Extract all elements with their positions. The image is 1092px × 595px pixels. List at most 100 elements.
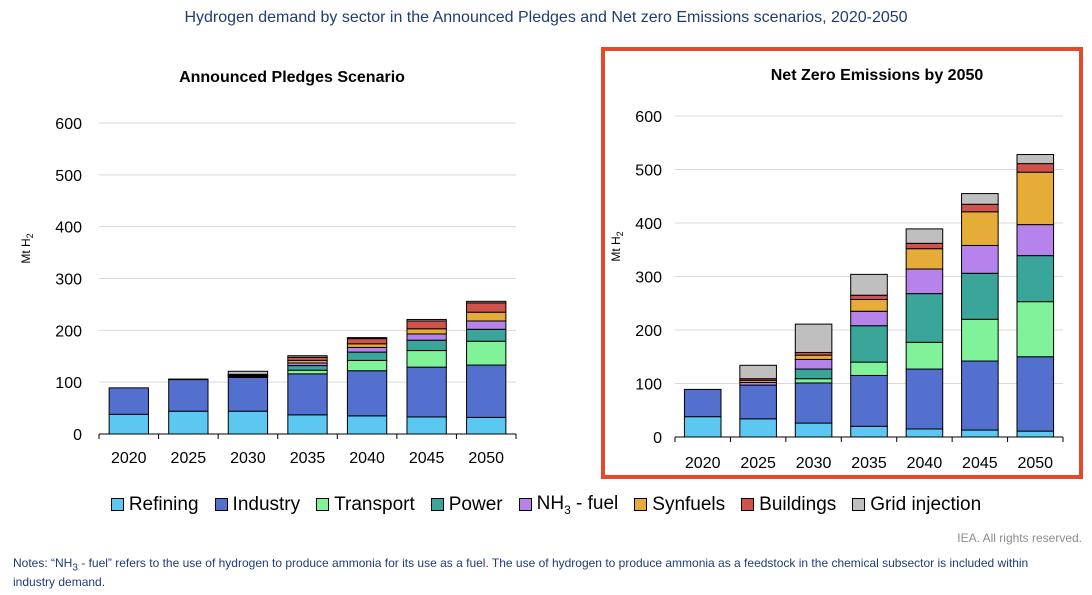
bar-synfuels-2045 xyxy=(961,211,999,246)
legend-item-nh3-fuel: NH3 - fuel xyxy=(518,493,619,517)
bar-nh3-fuel-2050 xyxy=(1016,224,1055,257)
y-tick-label: 100 xyxy=(55,375,82,392)
bar-grid-injection-2050 xyxy=(466,300,507,304)
bar-buildings-2050 xyxy=(1016,163,1055,173)
y-tick-label: 300 xyxy=(55,272,82,289)
bar-buildings-2045 xyxy=(961,203,999,213)
bar-power-2050 xyxy=(466,328,507,342)
bar-transport-2040 xyxy=(905,341,944,370)
x-tick-label: 2020 xyxy=(111,450,147,467)
bar-buildings-2045 xyxy=(406,320,447,330)
bar-power-2035 xyxy=(850,325,888,363)
bar-industry-2045 xyxy=(406,366,447,418)
legend: Refining Industry Transport Power NH3 - fuel… xyxy=(0,493,1092,517)
legend-label: Synfuels xyxy=(652,493,726,515)
legend-item-transport: Transport xyxy=(316,493,415,517)
bar-synfuels-2050 xyxy=(466,311,507,322)
y-axis-label: Mt H2 xyxy=(19,233,35,263)
bar-refining-2020 xyxy=(683,416,722,438)
bar-refining-2050 xyxy=(1016,430,1055,438)
y-tick-label: 0 xyxy=(653,430,662,447)
bar-industry-2035 xyxy=(850,374,888,427)
bar-grid-injection-2040 xyxy=(346,337,388,340)
bar-power-2030 xyxy=(794,368,833,380)
bar-power-2045 xyxy=(961,272,999,320)
legend-label: Industry xyxy=(232,493,301,515)
x-tick-label: 2040 xyxy=(907,455,943,472)
bar-industry-2020 xyxy=(108,387,149,415)
panel-title: Announced Pledges Scenario xyxy=(179,69,405,86)
bar-power-2050 xyxy=(1016,255,1055,303)
panel-net-zero-emissions-by-2050: Net Zero Emissions by 2050 Mt H2 0 100 200 30… xyxy=(601,47,1083,479)
bar-industry-2030 xyxy=(794,382,833,424)
bar-refining-2045 xyxy=(406,416,447,435)
y-tick-label: 400 xyxy=(635,216,662,233)
bar-transport-2035 xyxy=(287,369,328,375)
bar-transport-2040 xyxy=(346,359,388,372)
bar-synfuels-2035 xyxy=(850,299,888,312)
bar-synfuels-2040 xyxy=(346,343,388,348)
bar-refining-2045 xyxy=(961,429,999,438)
y-tick-label: 300 xyxy=(635,270,662,287)
bar-refining-2035 xyxy=(850,425,888,438)
bar-industry-2035 xyxy=(287,373,328,416)
legend-swatch xyxy=(110,498,124,512)
bar-refining-2030 xyxy=(794,422,833,438)
y-tick-label: 600 xyxy=(635,109,662,126)
bar-power-2040 xyxy=(905,293,944,343)
bar-transport-2030 xyxy=(794,378,833,384)
bar-refining-2050 xyxy=(466,416,507,435)
bar-industry-2030 xyxy=(227,377,269,412)
bar-grid-injection-2030 xyxy=(227,370,269,375)
bar-transport-2035 xyxy=(850,361,888,376)
bar-refining-2025 xyxy=(739,418,777,438)
bar-grid-injection-2025 xyxy=(168,378,209,381)
x-tick-label: 2035 xyxy=(290,450,326,467)
x-tick-label: 2040 xyxy=(349,450,385,467)
bar-nh3-fuel-2040 xyxy=(905,268,944,295)
legend-label: Refining xyxy=(128,493,199,515)
bar-transport-2050 xyxy=(1016,301,1055,358)
bar-nh3-fuel-2035 xyxy=(850,310,888,327)
notes-suffix: - fuel” refers to the use of hydrogen to… xyxy=(13,556,1029,590)
bar-buildings-2050 xyxy=(466,302,507,313)
bar-nh3-fuel-2050 xyxy=(466,320,507,330)
bar-synfuels-2030 xyxy=(794,354,833,360)
bar-nh3-fuel-2040 xyxy=(346,346,388,353)
bar-buildings-2035 xyxy=(850,294,888,301)
bar-refining-2020 xyxy=(108,413,149,435)
y-tick-label: 100 xyxy=(635,377,662,394)
legend-label: Buildings xyxy=(759,493,837,515)
bar-transport-2045 xyxy=(406,350,447,368)
bar-synfuels-2040 xyxy=(905,248,944,270)
panel-title: Net Zero Emissions by 2050 xyxy=(771,67,984,84)
legend-item-power: Power xyxy=(430,493,503,517)
legend-label: NH3 - fuel xyxy=(536,493,619,517)
y-axis-label: Mt H2 xyxy=(609,231,625,261)
legend-swatch xyxy=(634,498,648,512)
y-tick-label: 600 xyxy=(55,116,82,133)
chart-title: Hydrogen demand by sector in the Announc… xyxy=(184,9,908,26)
bar-industry-2025 xyxy=(168,379,209,412)
bar-refining-2040 xyxy=(346,415,388,435)
x-tick-label: 2020 xyxy=(685,455,721,472)
bar-power-2040 xyxy=(346,351,388,361)
legend-item-refining: Refining xyxy=(110,493,199,517)
bar-industry-2020 xyxy=(683,388,722,418)
bar-buildings-2040 xyxy=(905,242,944,250)
bar-synfuels-2050 xyxy=(1016,171,1055,226)
bar-grid-injection-2045 xyxy=(961,193,999,205)
y-tick-label: 200 xyxy=(55,323,82,340)
bar-nh3-fuel-2045 xyxy=(961,244,999,274)
bar-synfuels-2045 xyxy=(406,328,447,335)
bar-power-2045 xyxy=(406,339,447,352)
x-tick-label: 2045 xyxy=(409,450,445,467)
notes-prefix: Notes: “NH xyxy=(13,556,73,570)
copyright-text: IEA. All rights reserved. xyxy=(957,531,1082,545)
bar-industry-2045 xyxy=(961,360,999,431)
x-tick-label: 2045 xyxy=(962,455,998,472)
x-tick-label: 2025 xyxy=(171,450,207,467)
bar-industry-2050 xyxy=(466,364,507,418)
bar-refining-2030 xyxy=(227,410,269,435)
